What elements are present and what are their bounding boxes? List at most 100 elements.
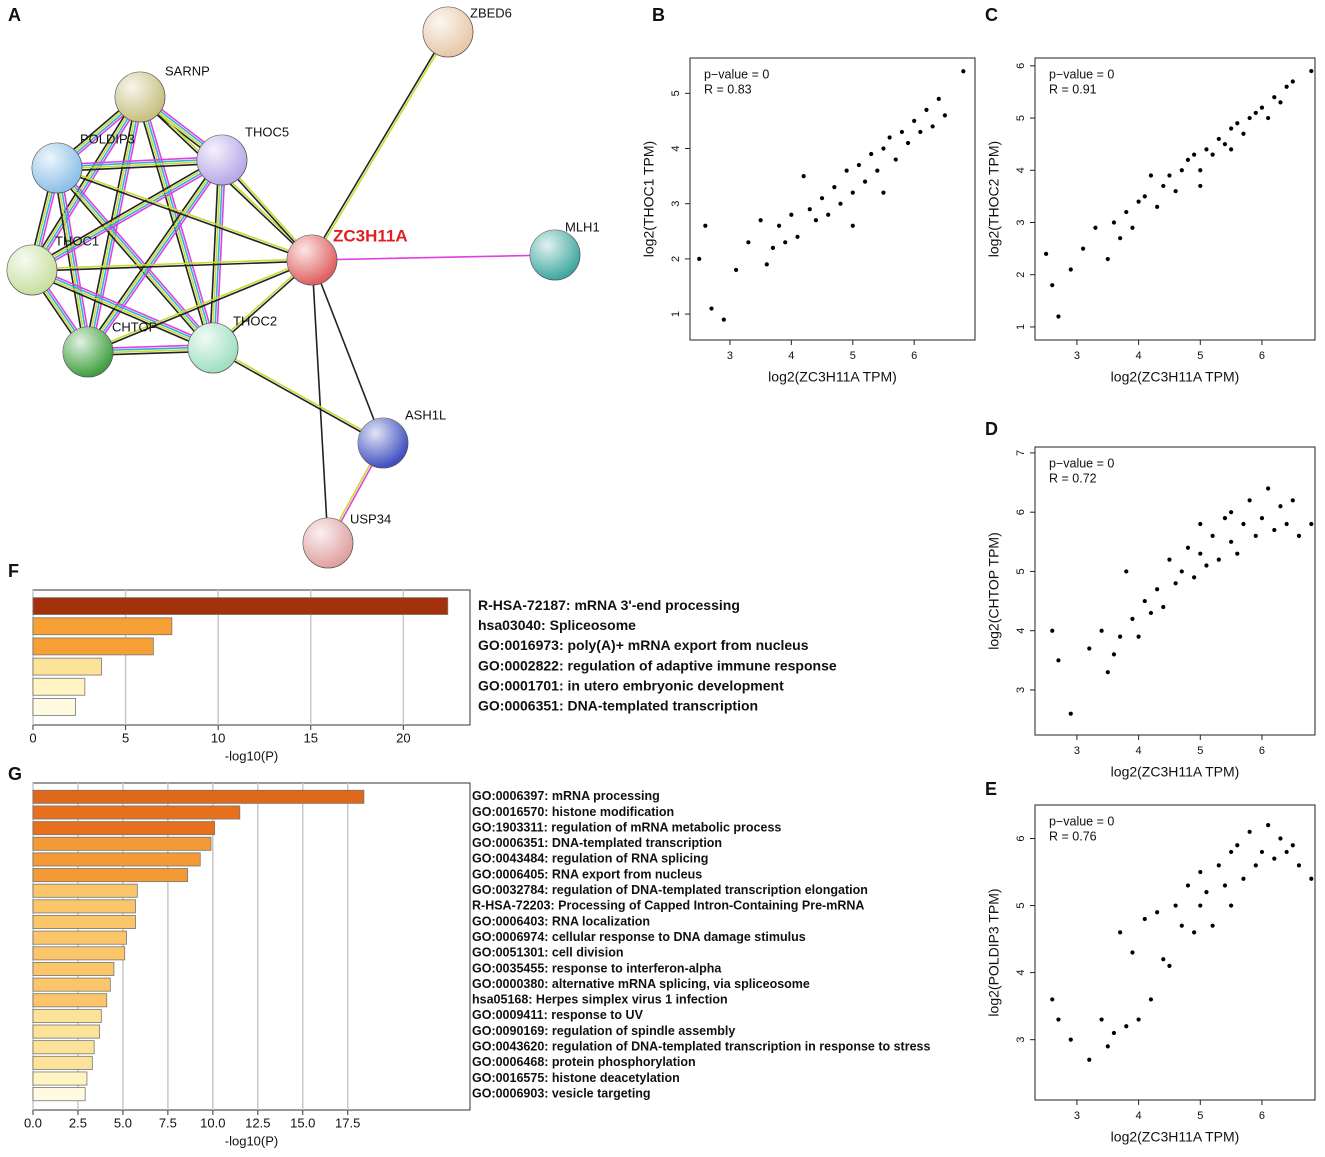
network-edge <box>31 158 222 270</box>
panel-letter: B <box>652 5 665 25</box>
point <box>850 190 855 195</box>
node-label: MLH1 <box>565 219 600 234</box>
bar <box>32 1024 100 1039</box>
point <box>1241 876 1246 881</box>
point <box>1290 843 1295 848</box>
point <box>764 262 769 267</box>
category-label: R-HSA-72187: mRNA 3'-end processing <box>478 597 740 613</box>
point <box>1099 628 1104 633</box>
x-tick-label: 4 <box>1136 1110 1142 1122</box>
y-tick-label: 3 <box>1015 219 1027 225</box>
point <box>1222 142 1228 147</box>
node-label: CHTOP <box>112 319 157 334</box>
point <box>1185 157 1191 162</box>
y-tick-label: 1 <box>1015 324 1027 330</box>
bar <box>32 868 189 883</box>
plot-frame <box>1034 446 1316 736</box>
point <box>1235 551 1240 556</box>
y-tick-label: 4 <box>1015 167 1027 173</box>
point <box>1124 569 1129 574</box>
point <box>1204 890 1209 895</box>
panel-letter: E <box>985 779 997 799</box>
panel-letter: C <box>985 5 998 25</box>
point <box>1068 267 1073 272</box>
category-label: GO:0006405: RNA export from nucleus <box>472 867 702 881</box>
node-shine <box>530 230 580 280</box>
x-tick-label: 6 <box>1259 1110 1265 1122</box>
node-shine <box>63 327 113 377</box>
network-edge <box>30 95 140 270</box>
point <box>709 306 714 311</box>
y-tick-label: 4 <box>1015 628 1027 634</box>
category-label: GO:0006351: DNA-templated transcription <box>472 836 722 850</box>
x-tick-label: 10 <box>211 730 225 745</box>
point <box>1118 930 1123 935</box>
network-edge <box>52 168 86 353</box>
annotation: p−value = 0 <box>1049 67 1114 81</box>
bar <box>32 1055 93 1070</box>
point <box>1192 575 1197 580</box>
bar <box>32 597 449 615</box>
point <box>1056 314 1061 319</box>
point <box>1229 126 1234 131</box>
network-edge <box>31 270 213 350</box>
point <box>1266 486 1271 491</box>
node-label: ZBED6 <box>470 5 512 20</box>
x-tick-label: 7.5 <box>159 1115 177 1130</box>
point <box>893 157 898 162</box>
point <box>1185 545 1191 550</box>
network-edge <box>213 346 384 443</box>
point <box>1173 581 1178 586</box>
point <box>1296 863 1302 868</box>
point <box>1284 84 1289 89</box>
network-edge <box>57 167 90 352</box>
network-edge <box>312 32 450 261</box>
x-tick-label: 6 <box>1259 350 1265 362</box>
x-tick-label: 3 <box>727 350 733 362</box>
bar <box>32 977 111 992</box>
network-edge <box>87 258 312 352</box>
panel-letter: F <box>8 561 19 581</box>
network-edge <box>56 158 222 168</box>
node-shine <box>358 418 408 468</box>
category-label: GO:0006903: vesicle targeting <box>472 1086 651 1100</box>
panel-letter: A <box>8 5 21 25</box>
category-label: R-HSA-72203: Processing of Capped Intron… <box>472 899 864 913</box>
point <box>1111 652 1117 657</box>
bar <box>32 836 212 851</box>
point <box>1161 604 1166 610</box>
bar <box>32 930 127 945</box>
point <box>1210 923 1215 928</box>
point <box>1111 1030 1117 1036</box>
point <box>1105 670 1110 675</box>
point <box>1136 199 1141 204</box>
point <box>1309 521 1314 527</box>
node-shine <box>197 135 247 185</box>
point <box>1185 883 1191 888</box>
x-tick-label: 3 <box>1074 1110 1080 1122</box>
network-edge <box>211 159 222 348</box>
point <box>1253 110 1258 115</box>
point <box>1081 246 1086 251</box>
point <box>1179 168 1184 173</box>
node-label: ZC3H11A <box>333 226 408 245</box>
point <box>862 179 868 184</box>
point <box>1309 68 1314 74</box>
y-axis-label: log2(THOC2 TPM) <box>986 141 1002 257</box>
point <box>899 129 905 135</box>
x-tick-label: 15.0 <box>290 1115 315 1130</box>
point <box>1290 79 1295 84</box>
point <box>1111 220 1117 225</box>
network-edge <box>57 166 313 260</box>
point <box>1192 152 1197 157</box>
point <box>881 146 886 151</box>
point <box>1148 610 1154 616</box>
annotation: R = 0.83 <box>704 82 752 96</box>
y-tick-label: 2 <box>1015 272 1027 278</box>
point <box>930 124 935 129</box>
node-shine <box>7 245 57 295</box>
category-label: GO:0002822: regulation of adaptive immun… <box>478 657 837 673</box>
point <box>697 256 702 261</box>
network-edge <box>311 259 384 444</box>
